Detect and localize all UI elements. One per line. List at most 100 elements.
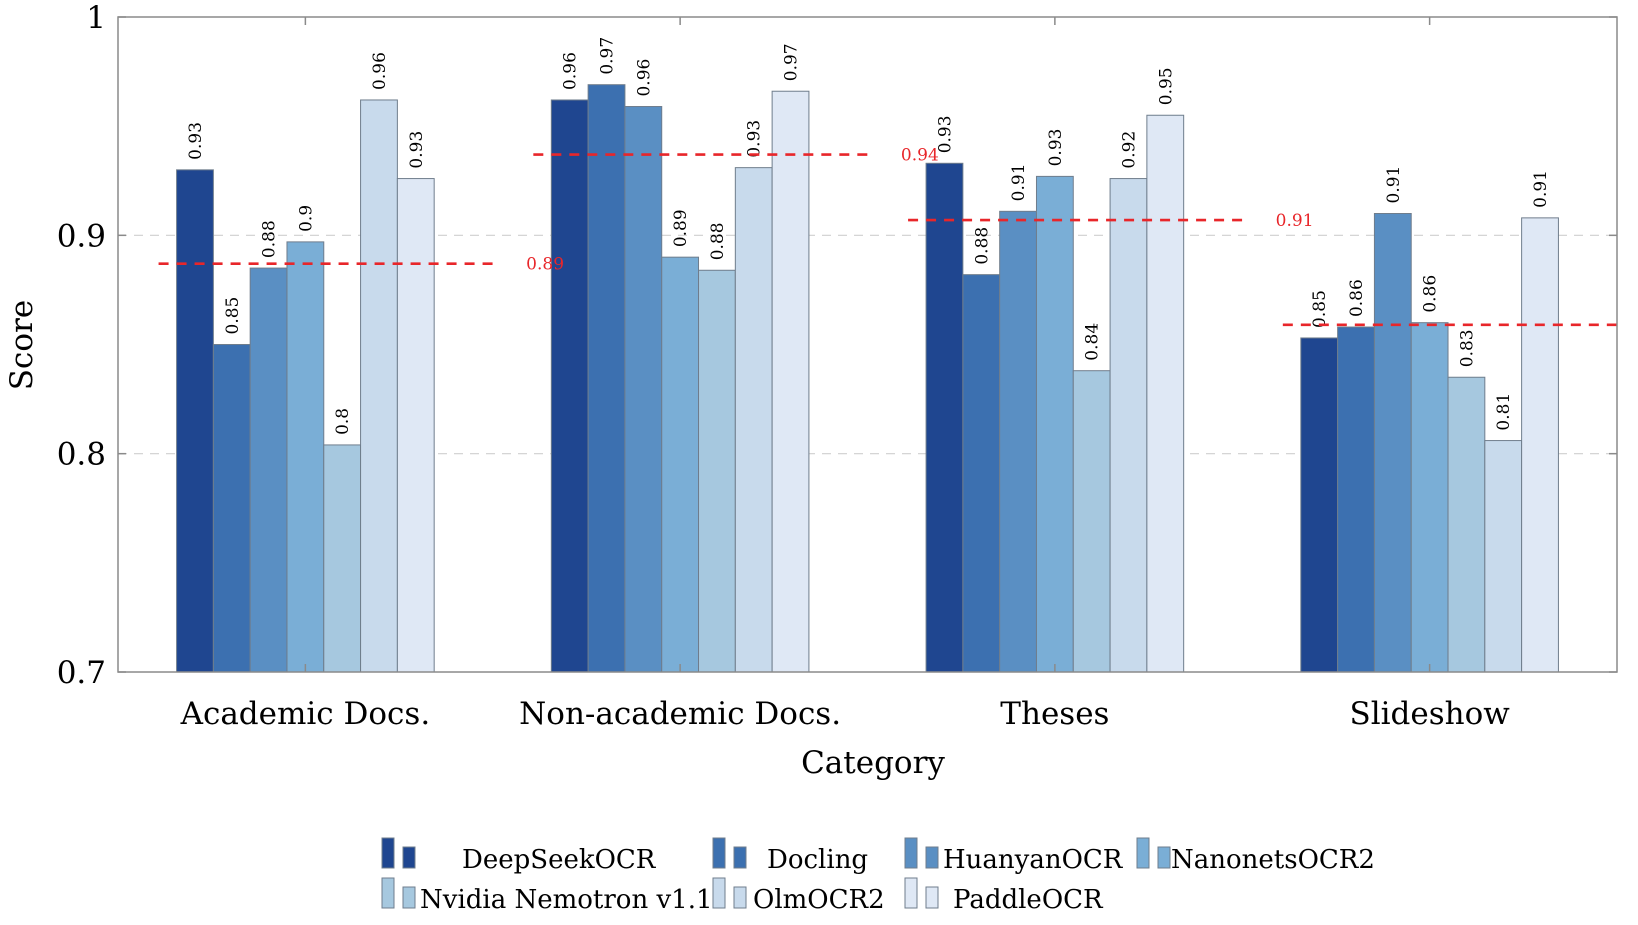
legend-label: HuanyanOCR bbox=[943, 845, 1124, 875]
bar bbox=[1300, 337, 1339, 673]
data-label: 0.93 bbox=[1046, 129, 1066, 167]
legend-item: Nvidia Nemotron v1.1 bbox=[381, 877, 713, 915]
bar bbox=[1035, 175, 1074, 673]
data-label: 0.91 bbox=[1009, 163, 1029, 201]
data-label: 0.86 bbox=[1421, 275, 1441, 313]
data-label: 0.85 bbox=[223, 297, 243, 335]
bar bbox=[1109, 178, 1148, 673]
legend-swatch bbox=[1157, 846, 1171, 869]
data-label: 0.89 bbox=[671, 209, 691, 247]
legend-swatch bbox=[925, 846, 939, 869]
data-label: 0.88 bbox=[260, 220, 280, 258]
legend-swatch bbox=[733, 886, 747, 909]
bar bbox=[624, 106, 663, 673]
y-tick-label: 0.8 bbox=[57, 437, 106, 473]
data-label: 0.9 bbox=[296, 205, 316, 232]
legend-label: Nvidia Nemotron v1.1 bbox=[420, 885, 713, 915]
data-label: 0.83 bbox=[1457, 329, 1477, 367]
average-lines-layer: 0.89 0.94 0.91 0.86 bbox=[158, 146, 1621, 327]
data-label: 0.85 bbox=[1310, 290, 1330, 328]
y-tick-label: 0.9 bbox=[57, 218, 106, 254]
bar bbox=[176, 169, 214, 673]
bar bbox=[286, 241, 325, 673]
legend-swatch bbox=[733, 846, 747, 869]
bar bbox=[734, 167, 773, 673]
data-label: 0.93 bbox=[935, 115, 955, 153]
legend-item: OlmOCR2 bbox=[712, 877, 885, 915]
bar bbox=[925, 162, 964, 673]
legend-label: OlmOCR2 bbox=[753, 885, 885, 915]
y-tick-label: 1 bbox=[86, 0, 106, 36]
bar bbox=[661, 256, 700, 673]
average-label: 0.94 bbox=[901, 146, 939, 166]
bar bbox=[396, 178, 435, 673]
data-label: 0.8 bbox=[333, 408, 353, 435]
legend-swatch bbox=[381, 837, 395, 869]
bar bbox=[360, 99, 398, 673]
data-label: 0.97 bbox=[598, 37, 618, 75]
legend-label: PaddleOCR bbox=[953, 885, 1104, 915]
data-label: 0.84 bbox=[1083, 323, 1103, 361]
bar bbox=[771, 90, 810, 673]
data-label: 0.88 bbox=[972, 227, 992, 265]
data-label: 0.93 bbox=[745, 120, 765, 158]
legend-item: HuanyanOCR bbox=[904, 837, 1124, 875]
legend-swatch bbox=[1136, 837, 1150, 869]
average-label: 0.89 bbox=[526, 255, 564, 275]
legend-swatch bbox=[904, 877, 918, 909]
y-axis-title: Score bbox=[4, 300, 40, 390]
legend-label: NanonetsOCR2 bbox=[1171, 845, 1375, 875]
legend-swatch bbox=[712, 877, 726, 909]
x-tick-label: Slideshow bbox=[1349, 696, 1510, 732]
bar bbox=[587, 84, 626, 673]
bar bbox=[1447, 376, 1486, 673]
data-label: 0.97 bbox=[782, 43, 802, 81]
data-label: 0.88 bbox=[708, 222, 728, 260]
legend-swatch bbox=[904, 837, 918, 869]
bar bbox=[1484, 440, 1523, 673]
bar bbox=[999, 210, 1037, 673]
legend: DeepSeekOCR Docling HuanyanOCR NanonetsOCR2… bbox=[381, 837, 1375, 915]
bar bbox=[1072, 370, 1111, 673]
legend-item: DeepSeekOCR bbox=[381, 837, 657, 875]
x-tick-label: Academic Docs. bbox=[180, 696, 431, 732]
data-label: 0.91 bbox=[1384, 166, 1404, 204]
bar bbox=[1146, 114, 1185, 673]
legend-swatch bbox=[402, 886, 416, 909]
legend-swatch bbox=[925, 886, 939, 909]
bars-layer: 0.93 0.96 0.93 0.85 0.85 0.97 0.88 0.86 0.88 0.96… bbox=[176, 37, 1559, 673]
bar bbox=[212, 344, 251, 673]
average-label: 0.91 bbox=[1276, 211, 1314, 231]
bar bbox=[698, 269, 736, 673]
bar bbox=[249, 267, 288, 673]
bar bbox=[323, 444, 362, 673]
bar bbox=[962, 274, 1001, 673]
data-label: 0.81 bbox=[1494, 393, 1514, 431]
legend-swatch bbox=[402, 846, 416, 869]
bar bbox=[1337, 326, 1375, 673]
bar bbox=[1373, 213, 1412, 673]
bar bbox=[1521, 217, 1559, 673]
legend-swatch bbox=[712, 837, 726, 869]
bar bbox=[1410, 322, 1449, 673]
x-tick-label: Non-academic Docs. bbox=[519, 696, 841, 732]
x-tick-label: Theses bbox=[1000, 696, 1109, 732]
legend-label: Docling bbox=[767, 845, 868, 875]
data-label: 0.95 bbox=[1156, 67, 1176, 105]
data-label: 0.96 bbox=[561, 52, 581, 90]
data-label: 0.93 bbox=[186, 122, 206, 160]
data-label: 0.96 bbox=[634, 59, 654, 97]
plot-frame bbox=[117, 16, 1618, 673]
legend-item: NanonetsOCR2 bbox=[1136, 837, 1375, 875]
x-axis-title: Category bbox=[801, 745, 945, 781]
legend-item: Docling bbox=[712, 837, 868, 875]
legend-label: DeepSeekOCR bbox=[462, 845, 657, 875]
data-label: 0.93 bbox=[407, 131, 427, 169]
data-label: 0.86 bbox=[1347, 279, 1367, 317]
data-label: 0.96 bbox=[370, 52, 390, 90]
data-label: 0.91 bbox=[1531, 170, 1551, 208]
legend-item: PaddleOCR bbox=[904, 877, 1104, 915]
